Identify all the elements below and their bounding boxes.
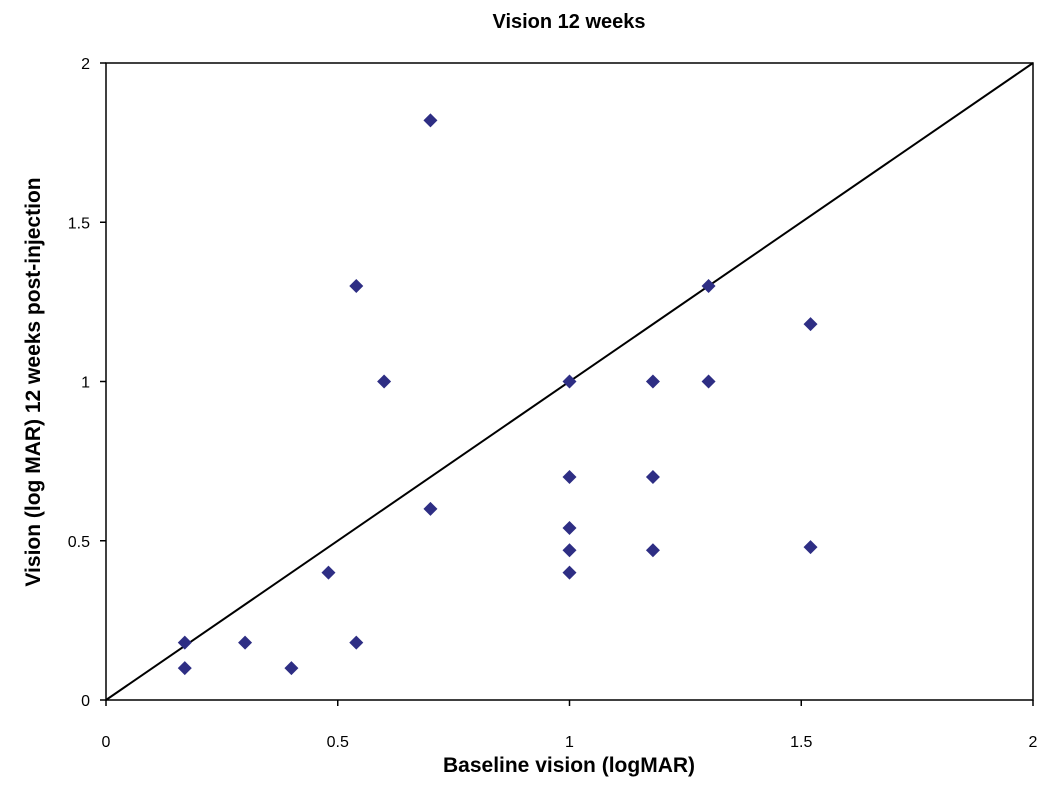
y-tick-label: 2: [81, 56, 90, 73]
x-tick-label: 1.5: [790, 734, 812, 751]
data-point: [284, 661, 299, 676]
data-point: [423, 113, 438, 128]
y-tick-label: 1.5: [68, 215, 90, 232]
x-tick-label: 2: [1029, 734, 1038, 751]
y-axis-label: Vision (log MAR) 12 weeks post-injection: [22, 177, 45, 586]
data-point: [645, 470, 660, 485]
data-point: [701, 278, 716, 293]
data-point: [562, 374, 577, 389]
data-point: [562, 543, 577, 558]
data-point: [562, 521, 577, 536]
data-point: [803, 540, 818, 555]
data-point: [803, 317, 818, 332]
data-point: [562, 470, 577, 485]
data-point: [177, 635, 192, 650]
data-point: [423, 501, 438, 516]
data-point: [238, 635, 253, 650]
y-tick-label: 0.5: [68, 534, 90, 551]
data-point: [177, 661, 192, 676]
data-point: [349, 635, 364, 650]
chart-title: Vision 12 weeks: [492, 11, 645, 33]
y-tick-label: 0: [81, 693, 90, 710]
data-point: [701, 374, 716, 389]
data-point: [645, 374, 660, 389]
data-point: [562, 565, 577, 580]
x-axis-ticks: 0 0.5 1 1.5 2: [102, 700, 1038, 751]
data-point: [377, 374, 392, 389]
y-tick-label: 1: [81, 375, 90, 392]
x-tick-label: 0.5: [327, 734, 349, 751]
x-axis-label: Baseline vision (logMAR): [443, 754, 695, 777]
x-tick-label: 1: [565, 734, 574, 751]
plot-area: 0 0.5 1 1.5 2 0 0.5 1 1.5 2: [68, 56, 1038, 751]
y-axis-ticks: 0 0.5 1 1.5 2: [68, 56, 106, 710]
data-points: [177, 113, 818, 676]
data-point: [349, 278, 364, 293]
data-point: [321, 565, 336, 580]
x-tick-label: 0: [102, 734, 111, 751]
data-point: [645, 543, 660, 558]
